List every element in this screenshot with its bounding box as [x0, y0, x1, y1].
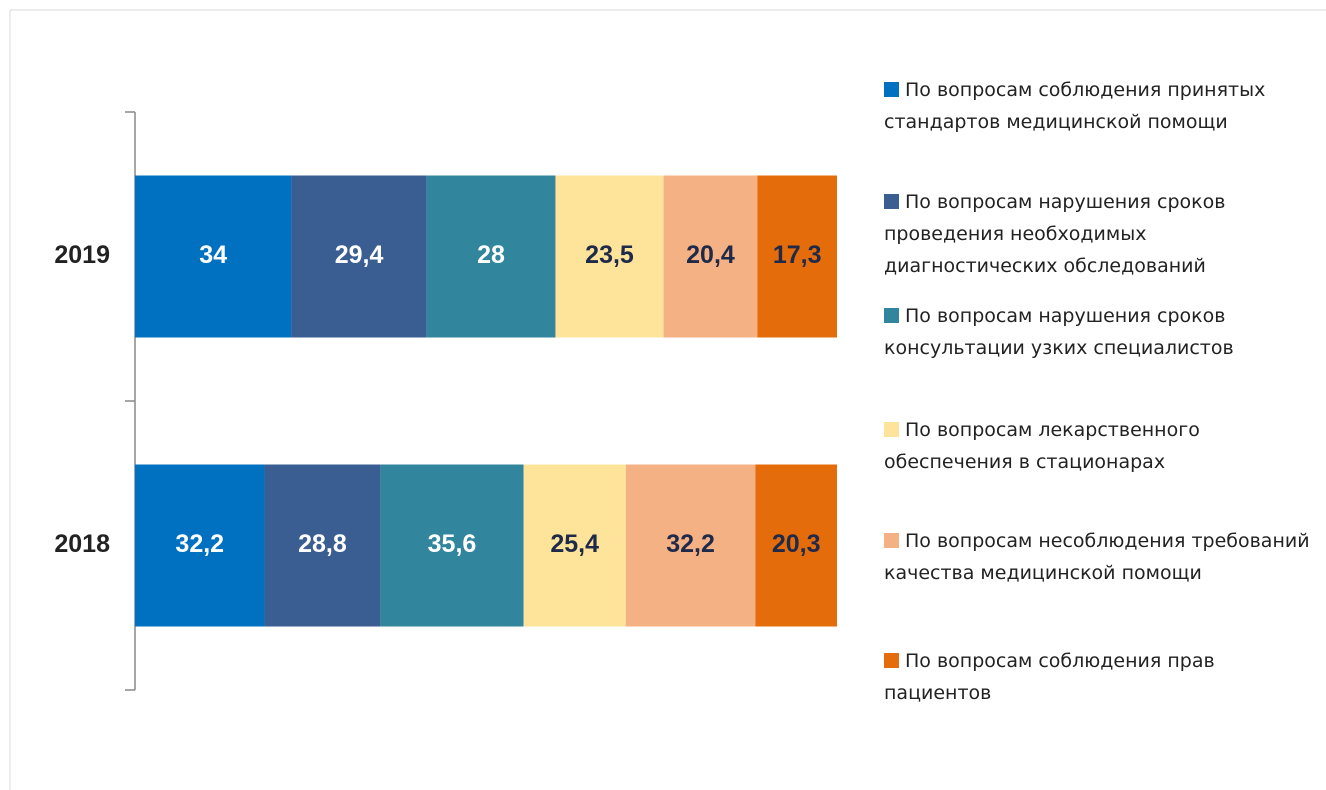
bar-segment: [523, 464, 626, 627]
bar-segment: [135, 464, 265, 627]
bar-segment: [380, 464, 524, 627]
bar-segment: [291, 175, 427, 338]
data-label: 17,3: [773, 241, 822, 269]
y-tick-label: 2018: [54, 530, 110, 558]
data-label: 28: [477, 241, 505, 269]
bar-segment: [757, 175, 837, 338]
legend-swatch: [884, 82, 899, 97]
legend-swatch: [884, 194, 899, 209]
data-label: 29,4: [335, 241, 384, 269]
legend-swatch: [884, 308, 899, 323]
category-axis: [125, 111, 136, 691]
legend-label: По вопросам лекарственного обеспечения в…: [884, 419, 1200, 473]
data-label: 25,4: [550, 530, 599, 558]
bar-segment: [663, 175, 758, 338]
data-label: 20,4: [686, 241, 735, 269]
data-label: 20,3: [772, 530, 821, 558]
legend-label: По вопросам соблюдения принятых стандарт…: [884, 79, 1266, 133]
data-label: 34: [199, 241, 227, 269]
legend-entry: По вопросам соблюдения прав пациентов: [884, 645, 1314, 709]
bar-segment: [264, 464, 381, 627]
legend-swatch: [884, 422, 899, 437]
legend-label: По вопросам несоблюдения требований каче…: [884, 530, 1310, 584]
bar-segment: [555, 175, 664, 338]
legend-label: По вопросам нарушения сроков консультаци…: [884, 305, 1234, 359]
y-tick-label: 2019: [54, 241, 110, 269]
data-label: 32,2: [175, 530, 224, 558]
legend-swatch: [884, 533, 899, 548]
legend-entry: По вопросам соблюдения принятых стандарт…: [884, 74, 1314, 138]
bar-segment: [625, 464, 756, 627]
bar-segment: [135, 175, 292, 338]
data-label: 35,6: [428, 530, 477, 558]
legend-swatch: [884, 653, 899, 668]
data-label: 32,2: [666, 530, 715, 558]
data-label: 28,8: [298, 530, 347, 558]
data-label: 23,5: [585, 241, 634, 269]
legend-entry: По вопросам несоблюдения требований каче…: [884, 525, 1314, 589]
bar-segment: [755, 464, 837, 627]
legend-entry: По вопросам нарушения сроков проведения …: [884, 186, 1314, 282]
legend-entry: По вопросам нарушения сроков консультаци…: [884, 300, 1314, 364]
legend-label: По вопросам соблюдения прав пациентов: [884, 650, 1215, 704]
legend-entry: По вопросам лекарственного обеспечения в…: [884, 414, 1314, 478]
legend-label: По вопросам нарушения сроков проведения …: [884, 191, 1226, 277]
bar-segment: [426, 175, 556, 338]
